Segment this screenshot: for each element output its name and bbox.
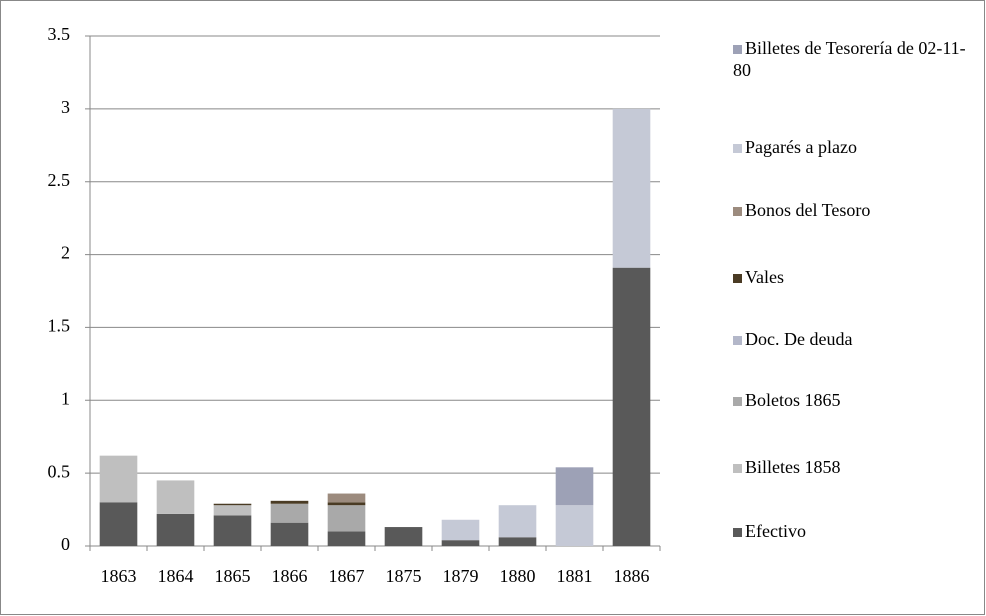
bar-segment — [612, 108, 651, 268]
x-tick-label: 1864 — [158, 566, 194, 586]
bar-segment — [555, 505, 594, 546]
bar-segment — [156, 480, 195, 514]
legend-swatch — [733, 528, 742, 537]
legend-label: Pagarés a plazo — [745, 137, 857, 157]
legend-swatch — [733, 45, 742, 54]
bar-segment — [270, 522, 309, 546]
legend-swatch — [733, 397, 742, 406]
bar-segment — [327, 502, 366, 506]
bar-segment — [213, 505, 252, 516]
y-tick-label: 0 — [61, 534, 70, 554]
y-tick-label: 3.5 — [48, 24, 71, 44]
legend-label: Billetes 1858 — [745, 457, 841, 477]
legend-item: Bonos del Tesoro — [733, 199, 973, 221]
legend-item: Vales — [733, 266, 973, 288]
x-tick-label: 1875 — [386, 566, 422, 586]
legend-label: Boletos 1865 — [745, 390, 841, 410]
bar-segment — [612, 267, 651, 546]
legend-label: Billetes de Tesorería de 02-11-80 — [733, 38, 966, 80]
bar-segment — [441, 519, 480, 541]
legend-swatch — [733, 336, 742, 345]
legend-label: Doc. De deuda — [745, 329, 853, 349]
x-tick-label: 1865 — [215, 566, 251, 586]
legend-item: Billetes 1858 — [733, 456, 973, 478]
legend-swatch — [733, 464, 742, 473]
bar-segment — [270, 503, 309, 523]
legend-item: Boletos 1865 — [733, 389, 973, 411]
bar-segment — [99, 455, 138, 503]
legend-swatch — [733, 274, 742, 283]
bar-segment — [99, 502, 138, 546]
bar-segment — [213, 503, 252, 506]
y-tick-label: 1 — [61, 388, 70, 408]
x-tick-label: 1886 — [614, 566, 650, 586]
bar-segment — [441, 540, 480, 546]
bar-segment — [384, 527, 423, 546]
y-tick-label: 2 — [61, 243, 70, 263]
x-tick-label: 1879 — [443, 566, 479, 586]
legend-label: Bonos del Tesoro — [745, 200, 871, 220]
x-tick-label: 1881 — [557, 566, 593, 586]
x-tick-label: 1880 — [500, 566, 536, 586]
legend-swatch — [733, 207, 742, 216]
x-tick-label: 1866 — [272, 566, 308, 586]
bar-segment — [270, 500, 309, 504]
bar-segment — [213, 515, 252, 546]
bar-segment — [156, 513, 195, 546]
bar-segment — [498, 505, 537, 538]
y-tick-label: 3 — [61, 97, 70, 117]
y-tick-label: 1.5 — [48, 316, 71, 336]
legend-swatch — [733, 144, 742, 153]
legend-item: Efectivo — [733, 520, 973, 542]
bar-segment — [555, 467, 594, 506]
bar-segment — [327, 505, 366, 532]
y-tick-label: 0.5 — [48, 461, 71, 481]
bar-segment — [327, 531, 366, 546]
bar-segment — [498, 537, 537, 546]
y-tick-label: 2.5 — [48, 170, 71, 190]
x-tick-label: 1863 — [101, 566, 137, 586]
legend-label: Vales — [745, 267, 784, 287]
x-tick-label: 1867 — [329, 566, 365, 586]
legend-label: Efectivo — [745, 521, 806, 541]
legend-item: Billetes de Tesorería de 02-11-80 — [733, 37, 973, 81]
legend-item: Pagarés a plazo — [733, 136, 973, 158]
bar-segment — [327, 493, 366, 503]
legend-item: Doc. De deuda — [733, 328, 973, 350]
